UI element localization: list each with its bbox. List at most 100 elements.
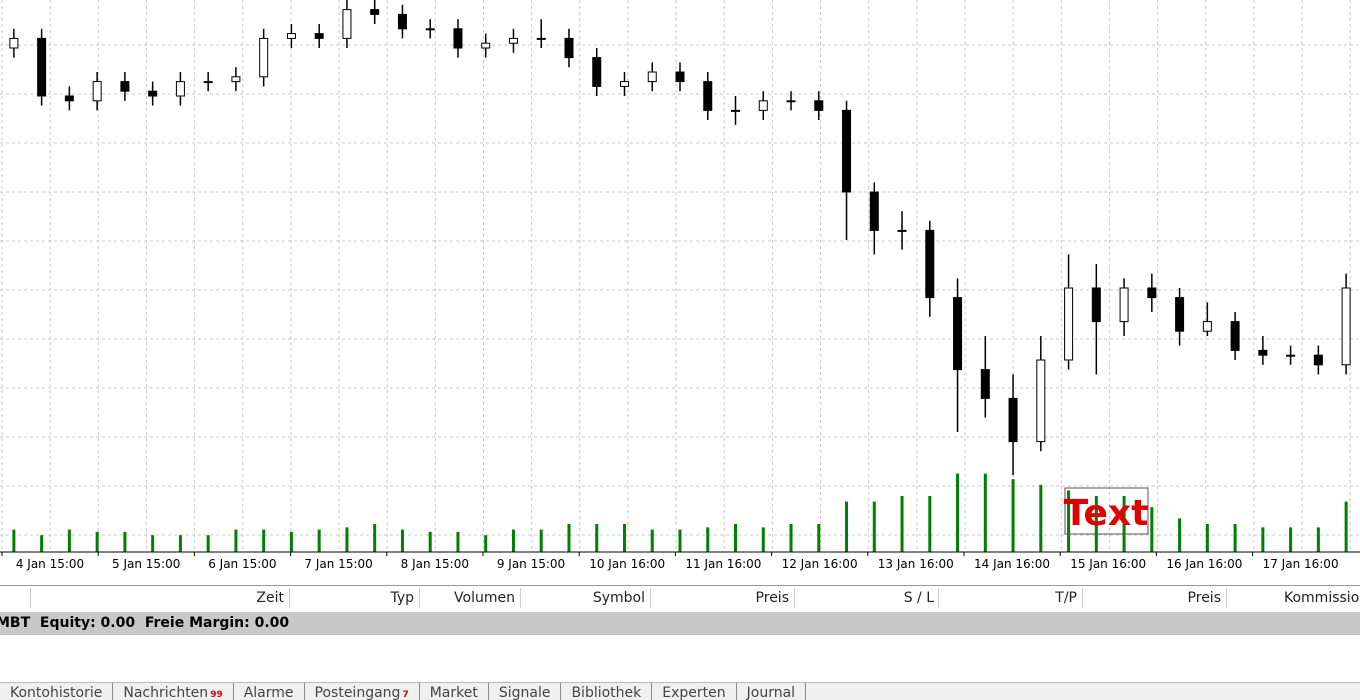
candle-body xyxy=(619,81,629,87)
candle-body xyxy=(758,100,768,111)
candle-body xyxy=(647,71,657,83)
candle-body xyxy=(92,81,102,102)
x-tick-label: 6 Jan 15:00 xyxy=(208,557,276,571)
volume-bar xyxy=(650,529,654,552)
volume-bar xyxy=(539,529,543,552)
column-header[interactable]: Preis xyxy=(1187,590,1221,606)
candle-body xyxy=(592,57,602,87)
volume-bar xyxy=(1316,527,1320,552)
candle-body xyxy=(1064,287,1074,361)
volume-bar xyxy=(789,524,793,552)
candle-body xyxy=(425,28,435,31)
column-separator xyxy=(289,588,290,608)
volume-bar xyxy=(1233,524,1237,552)
column-header[interactable]: Volumen xyxy=(454,590,515,606)
tab-label: Market xyxy=(429,685,478,700)
column-header[interactable]: Symbol xyxy=(592,590,645,606)
candle-body xyxy=(37,37,47,97)
column-header[interactable]: Kommission xyxy=(1284,590,1360,606)
volume-bar xyxy=(289,531,293,552)
x-tick-label: 12 Jan 16:00 xyxy=(782,557,858,571)
candle-body xyxy=(897,229,907,232)
tab-label: Kontohistorie xyxy=(10,685,103,700)
column-header[interactable]: T/P xyxy=(1055,590,1077,606)
candle-body xyxy=(564,37,574,59)
volume-bar xyxy=(678,529,682,552)
column-separator xyxy=(30,588,31,608)
x-tick-label: 8 Jan 15:00 xyxy=(401,557,469,571)
volume-bar xyxy=(1039,484,1043,552)
table-header: Zeit Typ Volumen Symbol Preis S / L T/P Preis Ko… xyxy=(0,585,1360,611)
volume-bar xyxy=(1344,501,1348,552)
candle-body xyxy=(1230,321,1240,351)
column-separator xyxy=(650,588,651,608)
volume-bar xyxy=(1150,507,1154,552)
candle-body xyxy=(814,100,824,111)
tab[interactable]: Bibliothek xyxy=(561,683,653,700)
candle-body xyxy=(1258,349,1268,356)
volume-bar xyxy=(511,529,515,552)
x-tick-label: 11 Jan 16:00 xyxy=(685,557,761,571)
chart: 4 Jan 15:00 5 Jan 15:00 6 Jan 15:00 7 Jan 1… xyxy=(0,0,1360,571)
column-header[interactable]: Typ xyxy=(390,590,414,606)
x-tick-label: 15 Jan 16:00 xyxy=(1070,557,1146,571)
volume-bar xyxy=(95,531,99,552)
candle-body xyxy=(508,37,518,44)
volume-bar xyxy=(1178,518,1182,552)
volume-bar xyxy=(872,501,876,552)
candle-body xyxy=(231,76,241,83)
annotation-box xyxy=(1064,487,1149,535)
x-tick-label: 5 Jan 15:00 xyxy=(112,557,180,571)
volume-bar xyxy=(1011,479,1015,552)
x-tick-label: 14 Jan 16:00 xyxy=(974,557,1050,571)
x-tick-label: 17 Jan 16:00 xyxy=(1263,557,1339,571)
candle-body xyxy=(64,95,74,102)
tab[interactable]: Posteingang 7 xyxy=(305,683,420,700)
volume-bar xyxy=(622,524,626,552)
tab[interactable]: Kontohistorie xyxy=(0,683,114,700)
candle-body xyxy=(175,81,185,97)
candle-body xyxy=(842,109,852,193)
column-separator xyxy=(938,588,939,608)
volume-bar xyxy=(373,524,377,552)
tab[interactable]: Market xyxy=(420,683,489,700)
tab[interactable]: Nachrichten 99 xyxy=(113,683,234,700)
column-header[interactable]: S / L xyxy=(903,590,934,606)
tab-badge: 7 xyxy=(402,690,409,700)
tab[interactable]: Alarme xyxy=(234,683,305,700)
x-tick-label: 13 Jan 16:00 xyxy=(878,557,954,571)
candle-body xyxy=(314,33,324,39)
volume-bar xyxy=(1289,527,1293,552)
candle-body xyxy=(536,37,546,40)
tab-label: Nachrichten xyxy=(123,685,209,700)
volume-bar xyxy=(1094,496,1098,552)
volume-bar xyxy=(67,529,71,552)
column-separator xyxy=(1226,588,1227,608)
volume-bar xyxy=(706,527,710,552)
tab[interactable]: Experten xyxy=(652,683,737,700)
tab-label: Alarme xyxy=(243,685,294,700)
tab-bar: Kontohistorie Nachrichten 99 Alarme Posteing… xyxy=(0,682,1360,700)
tab-label: Journal xyxy=(746,685,796,700)
volume-bar xyxy=(206,535,210,552)
candle-body xyxy=(1202,321,1212,332)
x-tick-label: 4 Jan 15:00 xyxy=(16,557,84,571)
column-header[interactable]: Zeit xyxy=(256,590,284,606)
candle-body xyxy=(1119,287,1129,323)
volume-bar xyxy=(817,524,821,552)
candle-body xyxy=(1286,354,1296,357)
tab[interactable]: Journal xyxy=(737,683,807,700)
column-separator xyxy=(794,588,795,608)
volume-bar xyxy=(1067,490,1071,552)
volume-bar xyxy=(734,524,738,552)
candle-body xyxy=(453,28,463,49)
candle-body xyxy=(675,71,685,83)
candle-body xyxy=(342,9,352,39)
tab[interactable]: Signale xyxy=(489,683,562,700)
candle-body xyxy=(980,369,990,399)
column-header[interactable]: Preis xyxy=(755,590,789,606)
volume-bar xyxy=(262,529,266,552)
volume-bar xyxy=(400,529,404,552)
tab-label: Experten xyxy=(662,685,726,700)
volume-bar xyxy=(595,524,599,552)
